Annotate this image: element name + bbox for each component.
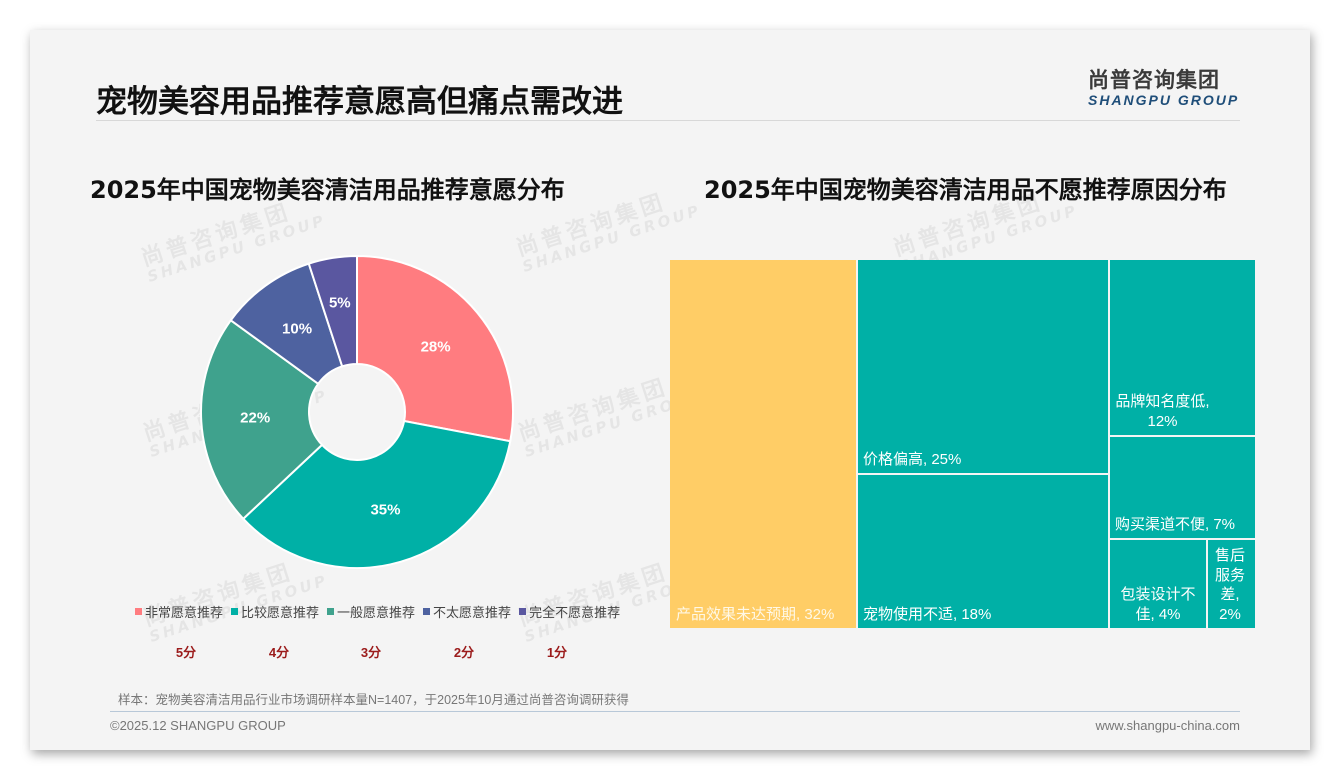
treemap-label: 包装设计不佳, 4% [1120, 586, 1196, 623]
treemap-label: 售后服务差, 2% [1214, 547, 1245, 623]
legend-swatch-icon [327, 608, 335, 615]
copyright: ©2025.12 SHANGPU GROUP [110, 718, 286, 733]
donut-slice-2 [200, 318, 324, 521]
treemap-label: 价格偏高, 25% [863, 450, 962, 468]
score-label: 2分 [453, 645, 475, 660]
logo-cn: 尚普咨询集团 [1088, 68, 1220, 92]
legend-swatch-icon [135, 608, 142, 615]
legend-item: 完全不愿意推荐 [519, 602, 620, 621]
donut-slice-label: 28% [420, 338, 451, 356]
treemap-label: 购买渠道不便, 7% [1115, 515, 1236, 533]
donut-slice-1 [241, 419, 512, 569]
sample-note: 样本：宠物美容清洁用品行业市场调研样本量N=1407，于2025年10月通过尚普… [118, 693, 629, 707]
website-link[interactable]: www.shangpu-china.com [1095, 718, 1240, 733]
donut-slice-label: 22% [240, 409, 271, 427]
score-label: 4分 [268, 645, 290, 660]
donut-slice-label: 35% [370, 501, 401, 519]
donut-slice-label: 5% [328, 294, 351, 312]
legend-swatch-icon [231, 608, 239, 615]
legend-item: 比较愿意推荐 [231, 602, 319, 621]
treemap-cell-brand: 品牌知名度低, 12% [1110, 260, 1255, 435]
title-divider [96, 120, 1240, 121]
donut-slice-4 [307, 254, 358, 368]
logo-en: SHANGPU GROUP [1088, 92, 1240, 108]
donut-svg [200, 254, 514, 569]
left-chart-title: 2025年中国宠物美容清洁用品推荐意愿分布 [90, 176, 565, 204]
legend-item: 一般愿意推荐 [327, 602, 415, 621]
slide: 尚普咨询集团 SHANGPU GROUP 尚普咨询集团 SHANGPU GROUP … [30, 30, 1310, 750]
score-label: 5分 [175, 645, 197, 660]
score-label: 1分 [546, 645, 568, 660]
donut-chart: 28% 35% 22% 10% 5% [190, 245, 524, 579]
legend-label: 非常愿意推荐 [145, 605, 224, 620]
footer-divider [110, 711, 1240, 712]
chart-legend: 非常愿意推荐 比较愿意推荐 一般愿意推荐 不太愿意推荐 完全不愿意推荐 [135, 602, 620, 621]
treemap-chart: 产品效果未达预期, 32% 价格偏高, 25% 宠物使用不适, 18% 品牌知名… [670, 260, 1255, 628]
legend-label: 一般愿意推荐 [337, 605, 416, 620]
legend-item: 非常愿意推荐 [135, 602, 223, 621]
legend-label: 不太愿意推荐 [433, 605, 512, 620]
donut-slice-label: 10% [282, 320, 313, 338]
treemap-cell-product-effect: 产品效果未达预期, 32% [670, 260, 856, 628]
treemap-label: 产品效果未达预期, 32% [676, 605, 835, 623]
treemap-cell-after-sales: 售后服务差, 2% [1208, 540, 1255, 628]
donut-slice-0 [356, 254, 514, 443]
logo: 尚普咨询集团 SHANGPU GROUP [1088, 64, 1239, 108]
right-chart-title: 2025年中国宠物美容清洁用品不愿推荐原因分布 [704, 176, 1227, 204]
treemap-label: 品牌知名度低, 12% [1115, 393, 1210, 430]
treemap-cell-channel: 购买渠道不便, 7% [1110, 437, 1255, 538]
legend-label: 比较愿意推荐 [241, 605, 320, 620]
treemap-cell-price: 价格偏高, 25% [858, 260, 1108, 473]
score-label: 3分 [360, 645, 382, 660]
page-title: 宠物美容用品推荐意愿高但痛点需改进 [96, 84, 623, 120]
legend-label: 完全不愿意推荐 [529, 605, 621, 620]
treemap-label: 宠物使用不适, 18% [863, 605, 992, 623]
legend-item: 不太愿意推荐 [423, 602, 511, 621]
treemap-cell-pet-discomfort: 宠物使用不适, 18% [858, 475, 1108, 628]
treemap-cell-packaging: 包装设计不佳, 4% [1110, 540, 1206, 628]
legend-swatch-icon [519, 608, 527, 615]
legend-swatch-icon [423, 608, 431, 615]
